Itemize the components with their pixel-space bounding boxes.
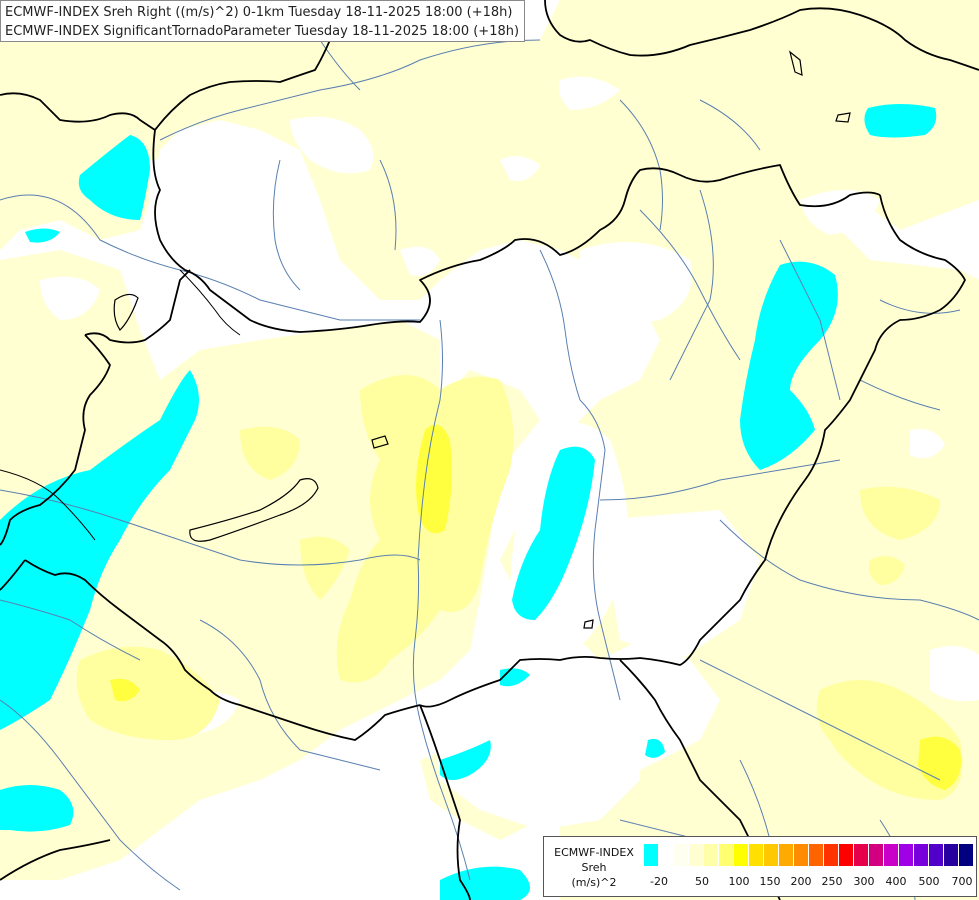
legend-tick-label: 700 [951, 875, 973, 888]
legend-field-label: Sreh [581, 861, 607, 874]
legend-swatch [824, 844, 839, 866]
lakes [113, 50, 851, 629]
legend-swatch [914, 844, 929, 866]
legend-swatch [734, 844, 749, 866]
legend-unit-label: (m/s)^2 [571, 876, 617, 889]
legend-colorbar [644, 844, 974, 866]
legend-tick-label: 200 [790, 875, 812, 888]
legend-tick-label: 150 [759, 875, 781, 888]
legend-model-label: ECMWF-INDEX [554, 846, 634, 859]
sreh-100-150-fill [110, 424, 961, 790]
legend-swatch [794, 844, 809, 866]
legend-swatch [644, 844, 659, 866]
legend-swatch [689, 844, 704, 866]
legend-ticks: -20 50 100 150 200 250 300 400 500 700 [644, 875, 974, 889]
legend-swatch [929, 844, 944, 866]
legend-swatch [959, 844, 974, 866]
legend-swatch [854, 844, 869, 866]
legend-swatch [839, 844, 854, 866]
legend-title: ECMWF-INDEX Sreh (m/s)^2 [548, 845, 640, 890]
map-title-box: ECMWF-INDEX Sreh Right ((m/s)^2) 0-1km T… [0, 0, 525, 42]
legend-swatch [944, 844, 959, 866]
legend-tick-label: 300 [853, 875, 875, 888]
title-line-1: ECMWF-INDEX Sreh Right ((m/s)^2) 0-1km T… [5, 5, 513, 20]
legend-swatch [719, 844, 734, 866]
legend-swatch [764, 844, 779, 866]
color-legend: ECMWF-INDEX Sreh (m/s)^2 -20 50 100 150 200 2… [543, 836, 977, 897]
legend-swatch [884, 844, 899, 866]
legend-tick-label: 500 [918, 875, 940, 888]
sreh-low-fill [40, 76, 979, 866]
legend-tick-label: 400 [885, 875, 907, 888]
legend-tick-label: 250 [821, 875, 843, 888]
legend-swatch [779, 844, 794, 866]
legend-swatch [704, 844, 719, 866]
title-line-2: ECMWF-INDEX SignificantTornadoParameter … [5, 24, 520, 39]
region-borders [0, 269, 241, 541]
legend-tick-label: 50 [695, 875, 709, 888]
legend-swatch [899, 844, 914, 866]
legend-tick-label: -20 [650, 875, 668, 888]
legend-swatch [659, 844, 674, 866]
legend-swatch [674, 844, 689, 866]
sreh-negative-fill [0, 104, 937, 900]
legend-swatch [809, 844, 824, 866]
legend-swatch [869, 844, 884, 866]
legend-swatch [749, 844, 764, 866]
legend-tick-label: 100 [728, 875, 750, 888]
